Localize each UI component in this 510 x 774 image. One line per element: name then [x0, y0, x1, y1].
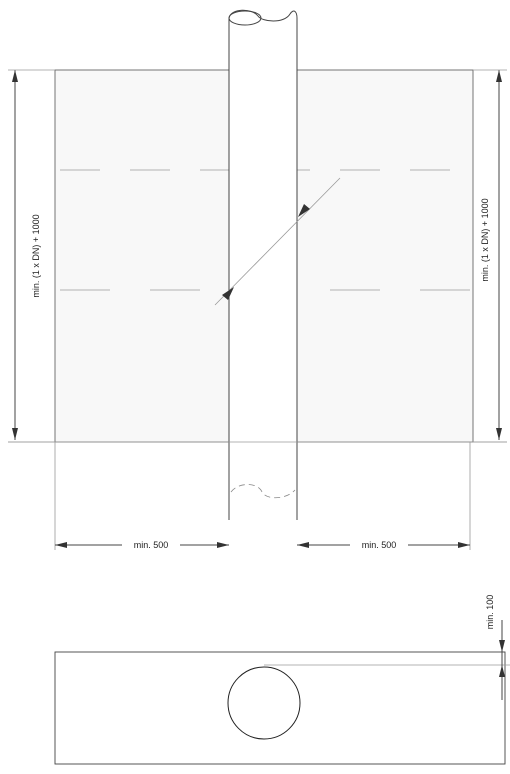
right-height-arrow-top	[496, 70, 502, 82]
height-right-label: min. (1 x DN) + 1000	[480, 198, 490, 281]
width-right-label: min. 500	[362, 540, 397, 550]
pipe-top-break	[228, 9, 298, 22]
right-height-arrow-bottom	[496, 428, 502, 440]
cover-depth-label: min. 100	[485, 595, 495, 630]
left-height-arrow-bottom	[12, 428, 18, 440]
pipe-top-end	[228, 10, 262, 26]
diagonal-leader	[214, 177, 341, 306]
left-height-arrow-top	[12, 70, 18, 82]
diagonal-arrowhead-upper	[298, 204, 310, 217]
pipe-bottom-break	[230, 484, 296, 499]
width-left-label: min. 500	[134, 540, 169, 550]
diagonal-arrowhead-lower	[222, 287, 234, 300]
height-left-label: min. (1 x DN) + 1000	[31, 214, 41, 297]
width-right-label-bg	[350, 537, 408, 551]
width-left-arrow-end	[217, 542, 229, 548]
width-left-arrow-start	[55, 542, 67, 548]
width-right-arrow-start	[297, 542, 309, 548]
cover-arrow-top	[499, 640, 505, 652]
pipe-body	[229, 18, 297, 520]
width-right-arrow-end	[458, 542, 470, 548]
width-left-label-bg	[122, 537, 180, 551]
cover-arrow-bottom	[499, 665, 505, 677]
pipe-section-circle	[227, 666, 301, 740]
